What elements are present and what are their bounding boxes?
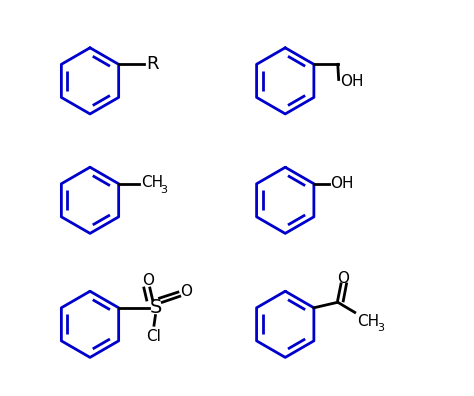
Text: S: S (150, 298, 163, 317)
Text: CH: CH (141, 175, 163, 190)
Text: OH: OH (340, 74, 364, 89)
Text: R: R (146, 55, 159, 73)
Text: CH: CH (357, 314, 379, 329)
Text: O: O (180, 284, 192, 299)
Text: O: O (337, 271, 349, 286)
Text: OH: OH (330, 176, 354, 191)
Text: 3: 3 (377, 323, 384, 333)
Text: O: O (142, 273, 154, 288)
Text: Cl: Cl (146, 329, 162, 344)
Text: 3: 3 (161, 185, 167, 195)
